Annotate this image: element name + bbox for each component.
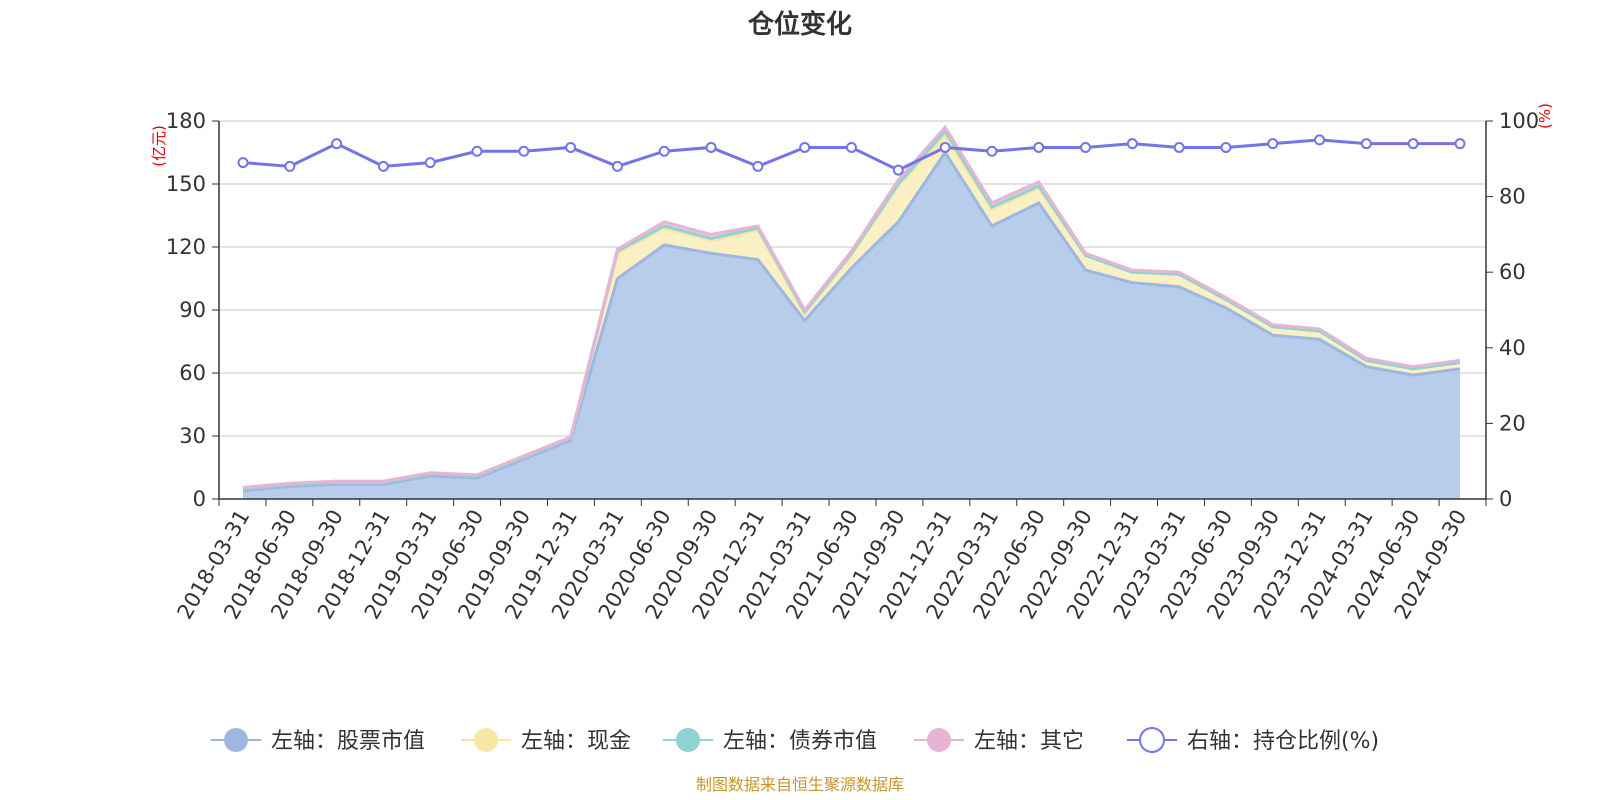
right-tick-label-100: 100 <box>1499 109 1539 133</box>
area-0 <box>243 152 1460 499</box>
left-tick-label-60: 60 <box>179 361 206 385</box>
legend-marker <box>224 728 248 752</box>
right-tick-label-80: 80 <box>1499 185 1526 209</box>
legend-item-2: 左轴：债券市值 <box>663 728 877 754</box>
ratio-point-14 <box>892 164 904 176</box>
area-line-3 <box>242 124 1461 489</box>
ratio-point-16 <box>986 145 998 157</box>
ratio-point-18 <box>1080 141 1092 153</box>
right-tick-label-20: 20 <box>1499 411 1526 435</box>
legend-label: 右轴：持仓比例(%) <box>1187 729 1379 754</box>
ratio-point-22 <box>1267 138 1279 150</box>
right-tick-label-40: 40 <box>1499 336 1526 360</box>
ratio-point-7 <box>565 141 577 153</box>
ratio-point-23 <box>1314 134 1326 146</box>
left-axis-unit: (亿元) <box>150 125 168 167</box>
ratio-point-1 <box>284 160 296 172</box>
data-source-note: 制图数据来自恒生聚源数据库 <box>696 775 904 794</box>
legend-item-0: 左轴：股票市值 <box>211 728 425 754</box>
legend-label: 左轴：债券市值 <box>723 729 877 754</box>
ratio-point-9 <box>658 145 670 157</box>
left-tick-label-0: 0 <box>193 487 206 511</box>
ratio-point-8 <box>611 160 623 172</box>
ratio-point-25 <box>1407 138 1419 150</box>
ratio-point-2 <box>331 138 343 150</box>
stacked-areas <box>242 124 1461 500</box>
ratio-point-5 <box>471 145 483 157</box>
ratio-point-4 <box>424 157 436 169</box>
ratio-point-21 <box>1220 141 1232 153</box>
ratio-point-0 <box>237 157 249 169</box>
ratio-point-6 <box>518 145 530 157</box>
ratio-point-15 <box>939 141 951 153</box>
ratio-point-26 <box>1454 138 1466 150</box>
ratio-line-series <box>237 134 1466 176</box>
right-tick-label-60: 60 <box>1499 260 1526 284</box>
legend-marker <box>474 728 498 752</box>
ratio-point-24 <box>1360 138 1372 150</box>
ratio-point-3 <box>377 160 389 172</box>
legend-label: 左轴：其它 <box>974 729 1084 754</box>
ratio-point-12 <box>799 141 811 153</box>
legend-item-4: 右轴：持仓比例(%) <box>1127 727 1379 754</box>
legend-label: 左轴：现金 <box>521 729 631 754</box>
left-tick-label-150: 150 <box>166 172 206 196</box>
legend-marker <box>676 728 700 752</box>
legend-label: 左轴：股票市值 <box>271 729 425 754</box>
ratio-point-17 <box>1033 141 1045 153</box>
legend: 左轴：股票市值 左轴：现金 左轴：债券市值 左轴：其它 右轴：持仓比例(%) <box>211 727 1379 754</box>
left-tick-label-120: 120 <box>166 235 206 259</box>
area-line-0 <box>242 149 1461 493</box>
ratio-point-13 <box>846 141 857 153</box>
left-tick-label-90: 90 <box>179 298 206 322</box>
ratio-point-10 <box>705 141 717 153</box>
left-tick-label-30: 30 <box>179 424 206 448</box>
right-tick-label-0: 0 <box>1499 487 1512 511</box>
ratio-point-19 <box>1126 138 1138 150</box>
ratio-point-20 <box>1173 141 1185 153</box>
legend-item-3: 左轴：其它 <box>914 728 1084 754</box>
right-axis-unit: (%) <box>1536 103 1554 129</box>
left-tick-label-180: 180 <box>166 109 206 133</box>
chart-title: 仓位变化 <box>747 9 852 40</box>
legend-marker <box>1139 727 1165 753</box>
legend-marker <box>927 728 951 752</box>
ratio-point-11 <box>752 160 764 172</box>
legend-item-1: 左轴：现金 <box>461 728 631 754</box>
